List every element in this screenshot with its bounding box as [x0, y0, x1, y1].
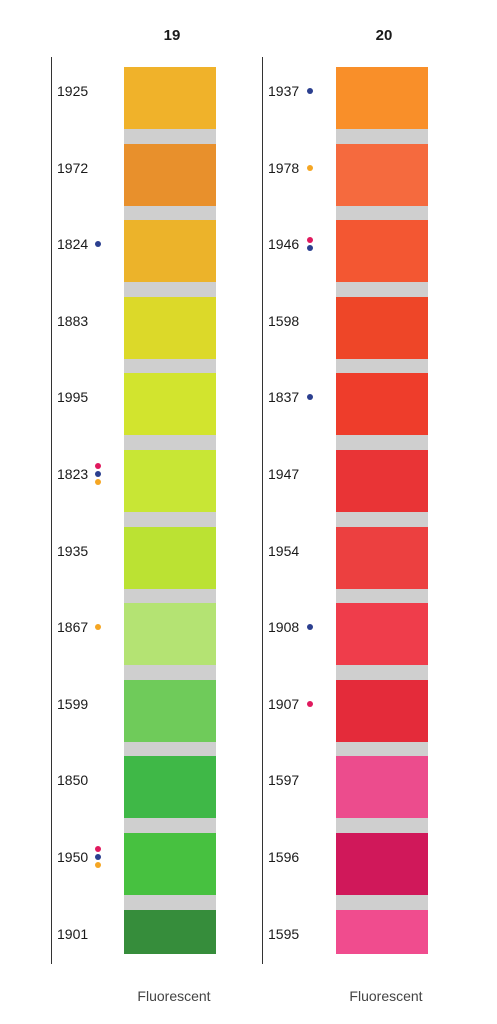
color-swatch-1925 [124, 67, 216, 129]
thread-code: 1950 [57, 849, 89, 865]
thread-code: 1908 [268, 619, 300, 636]
thread-code: 1925 [57, 83, 89, 99]
color-swatch-1883 [124, 296, 216, 359]
orange-dot-icon [95, 624, 101, 631]
blue-dot-icon [307, 624, 313, 631]
color-swatch-1596 [336, 833, 428, 895]
column-footer-20: Fluorescent [349, 988, 423, 1004]
color-swatch-1824 [124, 220, 216, 283]
thread-code: 1935 [57, 542, 89, 559]
column-footer-19: Fluorescent [137, 988, 211, 1004]
blue-dot-icon [95, 471, 101, 477]
color-swatch-1978 [336, 143, 428, 206]
color-swatch-1867 [124, 603, 216, 666]
pink-dot-icon [95, 846, 101, 852]
thread-code: 1901 [57, 925, 89, 942]
thread-code: 1837 [268, 389, 300, 406]
color-swatch-1823 [124, 450, 216, 512]
thread-code: 1907 [268, 695, 300, 712]
blue-dot-icon [95, 854, 101, 860]
thread-code: 1598 [268, 312, 300, 329]
blue-dot-icon [307, 245, 313, 252]
thread-code: 1596 [268, 849, 300, 865]
swatch-strip-19 [124, 67, 216, 954]
thread-code: 1947 [268, 466, 300, 482]
thread-code: 1595 [268, 925, 300, 942]
thread-code: 1599 [57, 695, 89, 712]
column-divider [51, 57, 52, 964]
swatch-strip-20 [336, 67, 428, 954]
thread-code: 1823 [57, 466, 89, 482]
column-title-19: 19 [163, 27, 181, 44]
color-swatch-1954 [336, 526, 428, 589]
color-swatch-1599 [124, 679, 216, 742]
thread-code: 1867 [57, 619, 89, 636]
thread-code: 1883 [57, 312, 89, 329]
color-swatch-1850 [124, 756, 216, 819]
color-swatch-1935 [124, 526, 216, 589]
thread-code: 1954 [268, 542, 300, 559]
color-swatch-1908 [336, 603, 428, 666]
color-swatch-1947 [336, 450, 428, 512]
color-swatch-1972 [124, 143, 216, 206]
blue-dot-icon [307, 394, 313, 401]
thread-code: 1946 [268, 236, 300, 253]
pink-dot-icon [95, 463, 101, 469]
thread-code: 1995 [57, 389, 89, 406]
color-swatch-1901 [124, 909, 216, 954]
blue-dot-icon [307, 88, 313, 94]
color-swatch-1946 [336, 220, 428, 283]
pink-dot-icon [307, 237, 313, 244]
column-divider [262, 57, 263, 964]
color-swatch-1595 [336, 909, 428, 954]
pink-dot-icon [307, 700, 313, 707]
orange-dot-icon [307, 164, 313, 171]
thread-code: 1978 [268, 159, 300, 176]
thread-code: 1972 [57, 159, 89, 176]
thread-code: 1850 [57, 772, 89, 789]
color-swatch-1907 [336, 679, 428, 742]
color-swatch-1937 [336, 67, 428, 129]
column-title-20: 20 [375, 27, 393, 44]
orange-dot-icon [95, 479, 101, 485]
color-swatch-1995 [124, 373, 216, 436]
color-swatch-1950 [124, 833, 216, 895]
color-swatch-1598 [336, 296, 428, 359]
blue-dot-icon [95, 241, 101, 248]
color-swatch-1597 [336, 756, 428, 819]
orange-dot-icon [95, 862, 101, 868]
thread-code: 1937 [268, 83, 300, 99]
thread-code: 1597 [268, 772, 300, 789]
thread-code: 1824 [57, 236, 89, 253]
color-swatch-1837 [336, 373, 428, 436]
